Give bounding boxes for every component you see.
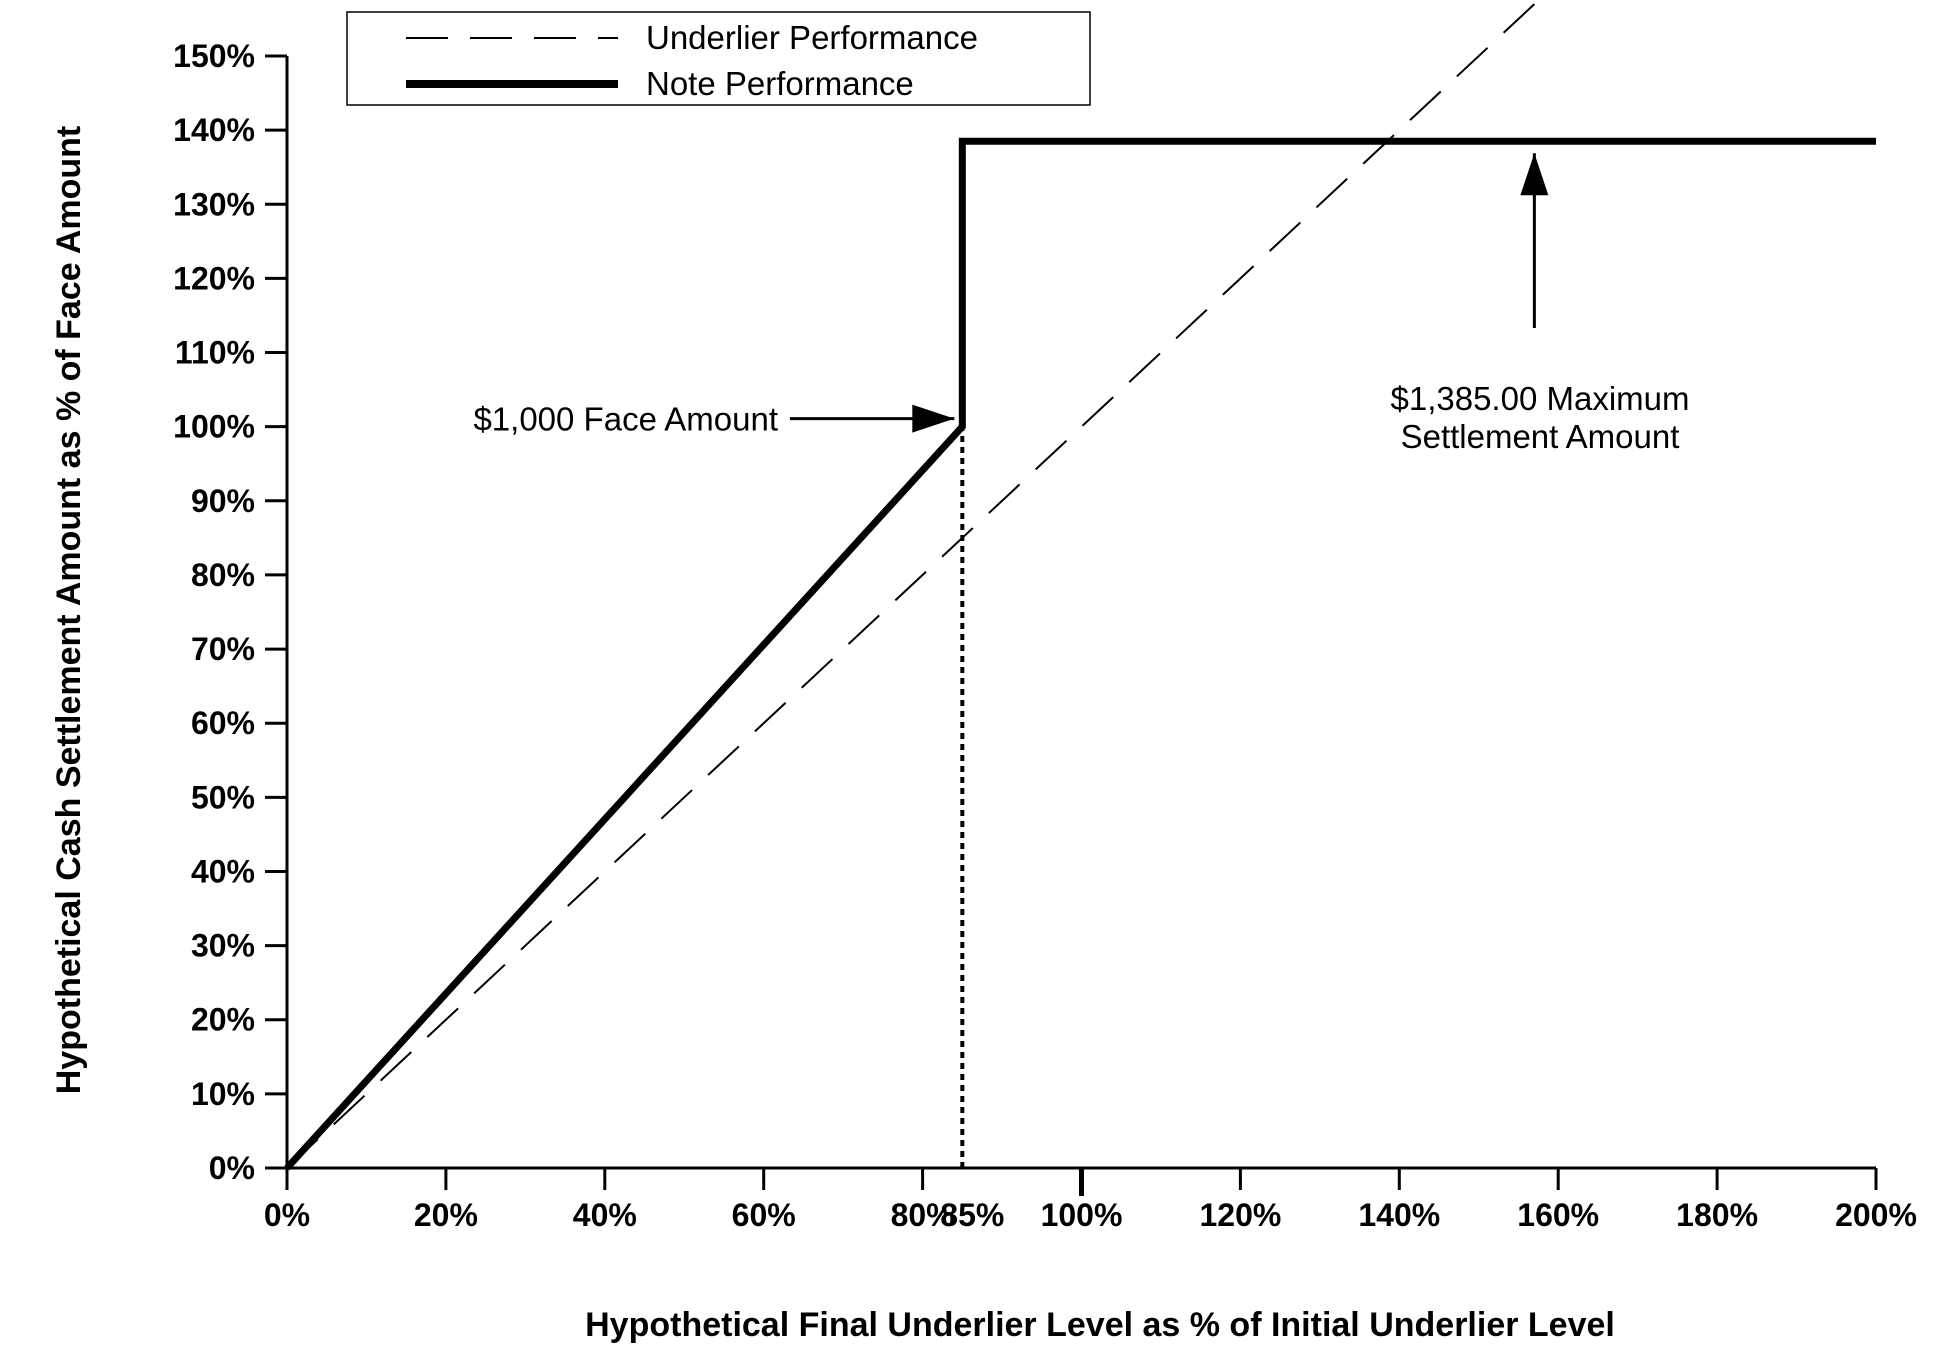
y-tick-label: 130% [173, 186, 255, 222]
x-tick-label: 40% [573, 1197, 637, 1233]
annotations: $1,000 Face Amount $1,385.00 MaximumSettl… [473, 153, 1689, 455]
y-tick-label: 70% [191, 631, 255, 667]
max-settlement-annotation-line: Settlement Amount [1401, 418, 1680, 455]
max-settlement-arrow-head [1520, 153, 1549, 196]
y-tick-label: 20% [191, 1002, 255, 1038]
legend-label: Note Performance [646, 65, 914, 102]
y-tick-label: 10% [191, 1076, 255, 1112]
x-tick-label: 20% [414, 1197, 478, 1233]
x-extra-tick-label: 85% [940, 1197, 1004, 1233]
x-tick-label: 120% [1199, 1197, 1281, 1233]
x-tick-label: 200% [1835, 1197, 1917, 1233]
x-tick-label: 80% [891, 1197, 955, 1233]
y-tick-label: 120% [173, 260, 255, 296]
x-axis-title: Hypothetical Final Underlier Level as % … [585, 1306, 1615, 1344]
y-tick-label: 40% [191, 853, 255, 889]
y-tick-label: 60% [191, 705, 255, 741]
y-tick-label: 80% [191, 557, 255, 593]
y-tick-label: 150% [173, 38, 255, 74]
x-tick-label: 140% [1358, 1197, 1440, 1233]
x-tick-label: 0% [264, 1197, 310, 1233]
y-tick-label: 30% [191, 928, 255, 964]
y-tick-label: 0% [209, 1150, 255, 1186]
y-tick-label: 140% [173, 112, 255, 148]
y-axis-title: Hypothetical Cash Settlement Amount as %… [50, 126, 88, 1095]
x-tick-label: 160% [1517, 1197, 1599, 1233]
face-amount-annotation: $1,000 Face Amount [473, 401, 778, 438]
face-amount-arrow-head [912, 404, 955, 433]
series-layer [284, 0, 1876, 1171]
x-tick-label: 100% [1041, 1197, 1123, 1233]
legend-box [346, 11, 1091, 106]
note-performance-line [284, 137, 1876, 1171]
axes: 0% 10% 20% 30% 40% 50% 60% 70% 80% 90% 100% 110% 120… [173, 38, 1917, 1233]
y-tick-label: 90% [191, 483, 255, 519]
legend: Underlier Performance Note Performance [346, 11, 1091, 106]
x-tick-label: 60% [732, 1197, 796, 1233]
legend-label: Underlier Performance [646, 19, 978, 56]
y-tick-label: 110% [175, 335, 255, 371]
x-tick-label: 180% [1676, 1197, 1758, 1233]
y-tick-label: 50% [191, 779, 255, 815]
underlier-performance-line [286, 0, 1541, 1169]
max-settlement-annotation-line: $1,385.00 Maximum [1391, 380, 1690, 417]
y-tick-label: 100% [173, 409, 255, 445]
